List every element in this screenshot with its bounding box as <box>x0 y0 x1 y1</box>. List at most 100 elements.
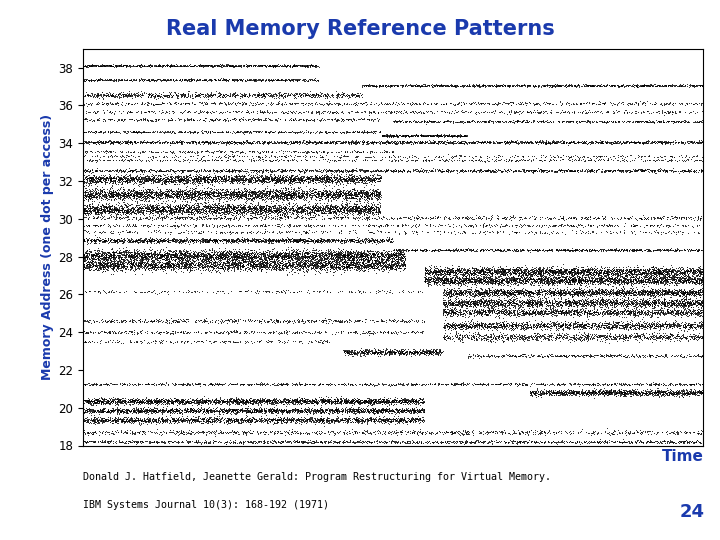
Point <box>81 62 92 70</box>
Point <box>533 274 544 282</box>
Point <box>347 206 359 214</box>
Point <box>680 215 692 224</box>
Point <box>684 272 696 281</box>
Point <box>532 336 544 345</box>
Point <box>190 316 202 325</box>
Point <box>531 300 543 308</box>
Point <box>86 256 97 265</box>
Point <box>166 152 178 161</box>
Point <box>285 139 297 147</box>
Point <box>440 427 451 436</box>
Point <box>418 318 429 326</box>
Point <box>182 90 194 98</box>
Point <box>102 98 114 107</box>
Point <box>253 178 264 187</box>
Point <box>555 82 567 91</box>
Point <box>361 262 373 271</box>
Point <box>594 82 606 91</box>
Point <box>150 246 162 255</box>
Point <box>125 396 136 404</box>
Point <box>142 328 153 337</box>
Point <box>257 407 269 415</box>
Point <box>458 287 469 295</box>
Point <box>554 300 565 308</box>
Point <box>347 395 359 404</box>
Point <box>215 237 226 246</box>
Point <box>494 166 505 174</box>
Point <box>446 275 457 284</box>
Point <box>569 246 580 255</box>
Point <box>534 387 546 395</box>
Point <box>87 257 99 266</box>
Point <box>158 252 170 261</box>
Point <box>95 205 107 214</box>
Point <box>295 316 307 325</box>
Point <box>199 137 211 146</box>
Point <box>171 213 183 221</box>
Point <box>109 235 121 244</box>
Point <box>293 176 305 184</box>
Point <box>536 308 547 316</box>
Point <box>417 406 428 415</box>
Point <box>655 388 667 397</box>
Point <box>495 320 507 329</box>
Point <box>209 235 220 244</box>
Point <box>395 250 407 259</box>
Point <box>400 397 412 406</box>
Point <box>636 320 647 329</box>
Point <box>261 416 272 424</box>
Point <box>84 404 96 413</box>
Point <box>150 396 161 405</box>
Point <box>261 250 273 259</box>
Point <box>673 386 685 395</box>
Point <box>598 277 610 286</box>
Point <box>151 166 163 174</box>
Point <box>471 265 482 274</box>
Point <box>529 214 541 223</box>
Point <box>413 408 425 417</box>
Point <box>241 108 253 117</box>
Point <box>153 178 165 186</box>
Point <box>208 437 220 445</box>
Point <box>132 205 143 214</box>
Point <box>349 90 361 98</box>
Point <box>161 260 172 268</box>
Point <box>225 174 237 183</box>
Point <box>610 299 621 308</box>
Point <box>638 268 649 277</box>
Point <box>495 80 507 89</box>
Point <box>165 203 176 212</box>
Point <box>509 291 521 299</box>
Point <box>666 108 678 117</box>
Point <box>132 381 143 389</box>
Point <box>538 275 549 284</box>
Point <box>157 252 168 261</box>
Point <box>376 257 387 266</box>
Point <box>256 416 268 425</box>
Point <box>656 298 667 307</box>
Point <box>391 261 402 270</box>
Point <box>291 77 302 85</box>
Point <box>86 166 98 174</box>
Point <box>654 274 666 282</box>
Point <box>82 99 94 108</box>
Point <box>390 81 401 90</box>
Point <box>306 62 318 70</box>
Point <box>518 267 530 275</box>
Point <box>633 138 644 147</box>
Point <box>568 166 580 175</box>
Point <box>294 174 305 183</box>
Point <box>439 116 451 125</box>
Point <box>145 93 156 102</box>
Point <box>307 206 318 214</box>
Point <box>607 289 618 298</box>
Point <box>649 380 660 388</box>
Point <box>240 252 251 261</box>
Point <box>696 267 707 276</box>
Point <box>469 138 481 147</box>
Point <box>423 270 435 279</box>
Point <box>164 62 176 71</box>
Point <box>434 156 446 165</box>
Point <box>259 261 271 270</box>
Point <box>294 287 305 295</box>
